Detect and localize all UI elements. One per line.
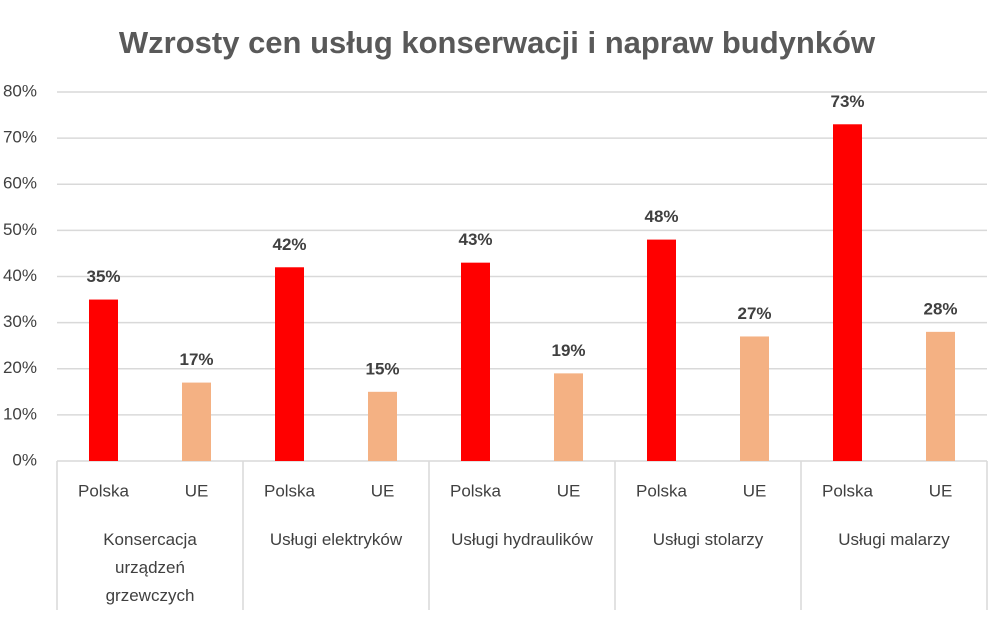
- series-label: UE: [185, 481, 209, 500]
- bar: [926, 331, 955, 461]
- bar: [647, 239, 676, 461]
- bar: [740, 336, 769, 461]
- bar: [182, 382, 211, 461]
- series-label: Polska: [636, 481, 688, 500]
- category-label: Usługi malarzy: [838, 530, 950, 549]
- value-label: 73%: [830, 92, 864, 111]
- bar: [833, 124, 862, 461]
- category-label: Usługi elektryków: [269, 530, 403, 549]
- y-tick-label: 30%: [3, 312, 37, 331]
- series-label: Polska: [822, 481, 874, 500]
- y-tick-label: 40%: [3, 266, 37, 285]
- series-label: Polska: [78, 481, 130, 500]
- value-label: 28%: [923, 299, 957, 318]
- y-tick-label: 80%: [3, 81, 37, 100]
- category-label: Usługi stolarzy: [652, 530, 764, 549]
- bar: [461, 262, 490, 461]
- category-label: Usługi hydraulików: [451, 530, 593, 549]
- series-label: UE: [371, 481, 395, 500]
- series-label: Polska: [264, 481, 316, 500]
- value-label: 48%: [644, 207, 678, 226]
- category-label: Konsercacja urządzeń grzewczych: [103, 530, 197, 605]
- y-tick-label: 50%: [3, 220, 37, 239]
- value-label: 42%: [272, 235, 306, 254]
- value-label: 27%: [737, 304, 771, 323]
- y-tick-label: 20%: [3, 358, 37, 377]
- series-label: Polska: [450, 481, 502, 500]
- series-label: UE: [557, 481, 581, 500]
- bar: [89, 299, 118, 461]
- y-tick-label: 70%: [3, 128, 37, 147]
- y-tick-label: 60%: [3, 174, 37, 193]
- y-tick-label: 10%: [3, 404, 37, 423]
- value-label: 17%: [179, 350, 213, 369]
- bar: [275, 267, 304, 461]
- series-label: UE: [743, 481, 767, 500]
- chart-title: Wzrosty cen usług konserwacji i napraw b…: [119, 25, 876, 60]
- value-label: 35%: [86, 267, 120, 286]
- value-label: 15%: [365, 359, 399, 378]
- bar: [368, 391, 397, 461]
- bar: [554, 373, 583, 461]
- series-label: UE: [929, 481, 953, 500]
- value-label: 19%: [551, 341, 585, 360]
- value-label: 43%: [458, 230, 492, 249]
- y-tick-label: 0%: [12, 450, 37, 469]
